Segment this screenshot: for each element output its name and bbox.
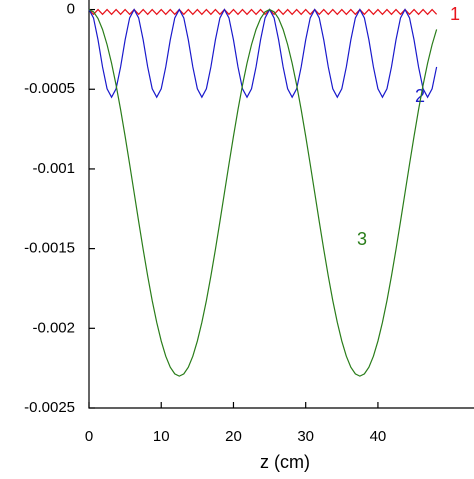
series-label: 2 bbox=[415, 86, 425, 106]
series-line bbox=[88, 8, 438, 16]
series-label: 3 bbox=[357, 229, 367, 249]
x-tick-label: 0 bbox=[85, 428, 93, 445]
y-tick-label: -0.0005 bbox=[24, 80, 75, 97]
x-axis-label: z (cm) bbox=[260, 452, 310, 472]
x-tick-label: 40 bbox=[370, 428, 387, 445]
axes bbox=[88, 0, 474, 409]
series-label: 1 bbox=[450, 4, 460, 24]
series-line bbox=[88, 8, 438, 377]
y-tick-label: -0.0025 bbox=[24, 399, 75, 416]
x-tick-label: 30 bbox=[297, 428, 314, 445]
y-tick-label: -0.0015 bbox=[24, 240, 75, 257]
x-tick-label: 20 bbox=[225, 428, 242, 445]
y-tick-label: 0 bbox=[67, 1, 75, 18]
series-line bbox=[88, 8, 438, 99]
y-tick-label: -0.002 bbox=[32, 319, 75, 336]
x-tick-label: 10 bbox=[153, 428, 170, 445]
y-tick-label: -0.001 bbox=[32, 160, 75, 177]
